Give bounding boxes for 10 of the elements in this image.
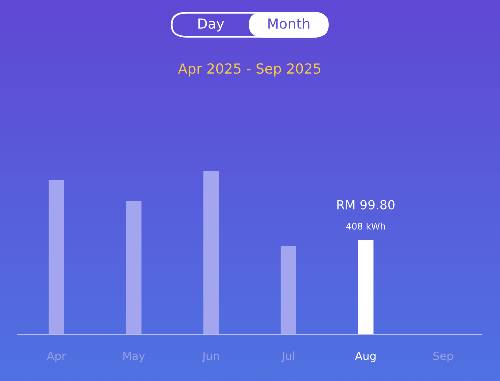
x-tick-label: Apr (47, 352, 66, 362)
x-tick-label: Aug (355, 352, 376, 362)
data-label: RM 99.80 408 kWh (338, 200, 395, 230)
x-tick-label: May (124, 352, 146, 362)
x-tick-label: Sep (434, 352, 454, 362)
chart-title: Apr 2025 - Sep 2025 (178, 64, 321, 77)
x-tick-label: Jun (202, 352, 220, 362)
text: Month (268, 18, 310, 30)
text: Day (198, 18, 224, 32)
x-tick-label: Jul (281, 352, 294, 362)
